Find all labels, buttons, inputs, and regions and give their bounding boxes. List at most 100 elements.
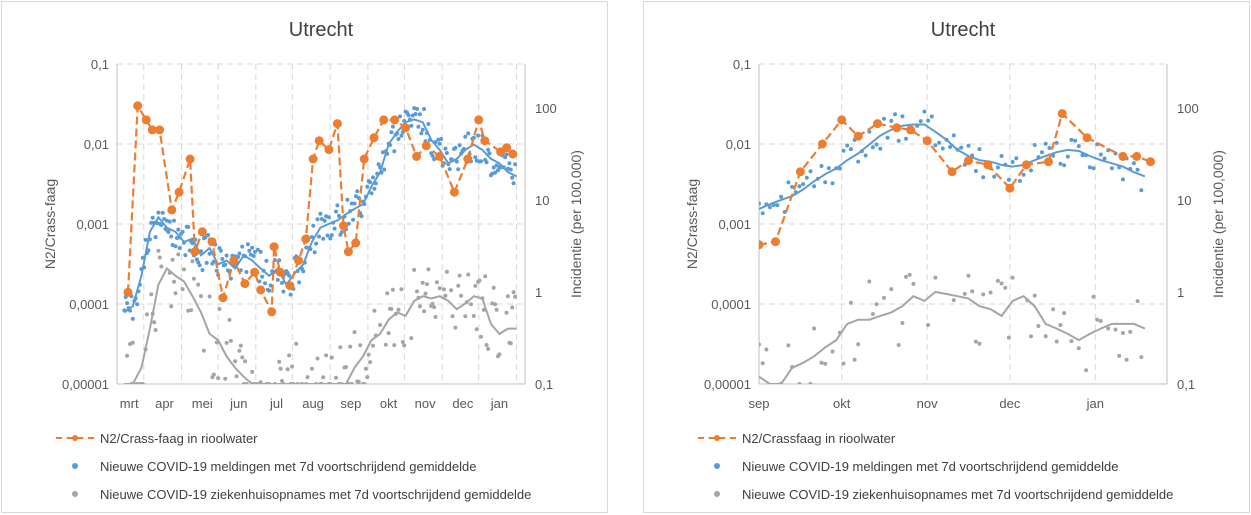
data-point (328, 236, 333, 241)
data-point (366, 352, 371, 357)
data-point (334, 375, 338, 380)
data-point (402, 343, 407, 348)
data-point (1139, 188, 1144, 193)
data-point (324, 353, 329, 358)
data-point (874, 142, 879, 147)
series-1 (759, 109, 1146, 216)
data-point (218, 293, 228, 303)
data-point (841, 148, 846, 153)
data-point (463, 154, 473, 164)
data-point (443, 146, 448, 151)
data-point (1006, 335, 1011, 340)
data-point (983, 160, 993, 170)
data-point (153, 328, 158, 332)
data-point (250, 369, 255, 374)
data-point (125, 353, 130, 358)
data-point (390, 287, 395, 292)
legend-item-meldingen: Nieuwe COVID-19 meldingen met 7d voortsc… (698, 456, 1118, 476)
data-point (904, 136, 908, 141)
series-2 (759, 272, 1146, 384)
data-point (253, 249, 257, 254)
data-point (779, 194, 784, 199)
data-point (176, 252, 181, 257)
data-point (140, 382, 145, 384)
data-point (926, 323, 931, 327)
data-point (173, 291, 178, 296)
data-point (466, 131, 471, 136)
data-point (379, 115, 389, 125)
data-point (401, 123, 411, 133)
legend-label: N2/Crassfaag in rioolwater (742, 430, 896, 446)
data-point (267, 307, 277, 317)
data-point (1036, 324, 1041, 328)
data-point (223, 262, 228, 267)
legend-item-rioolwater: N2/Crassfaag in rioolwater (698, 428, 895, 448)
data-point (491, 165, 496, 170)
data-point (203, 235, 208, 240)
data-point (420, 127, 425, 132)
data-point (400, 340, 405, 344)
data-point (417, 112, 422, 117)
y-tick-label: 0,001 (76, 217, 109, 232)
data-point (421, 141, 431, 151)
data-point (900, 114, 905, 119)
data-point (1146, 157, 1155, 167)
data-point (173, 244, 178, 249)
data-point (995, 165, 1000, 170)
data-point (1098, 152, 1103, 157)
series-0 (759, 109, 1155, 250)
data-point (372, 186, 377, 191)
data-point (183, 253, 188, 258)
data-point (1010, 160, 1015, 164)
data-point (819, 360, 824, 365)
data-point (768, 205, 772, 210)
data-point (425, 282, 429, 287)
data-point (237, 348, 242, 353)
data-point (170, 257, 175, 262)
x-tick-label: apr (155, 396, 174, 411)
data-point (250, 267, 260, 277)
data-point (977, 147, 982, 152)
data-point (399, 287, 404, 292)
data-point (786, 180, 791, 185)
data-point (1084, 368, 1089, 373)
data-point (870, 145, 875, 150)
data-point (795, 167, 805, 177)
data-point (301, 234, 311, 244)
data-point (474, 115, 484, 125)
data-point (853, 131, 863, 141)
data-point (275, 277, 280, 282)
data-point (1139, 355, 1144, 360)
data-point (207, 251, 212, 256)
x-tick-label: sep (340, 396, 361, 411)
data-point (169, 234, 174, 239)
data-point (759, 201, 761, 206)
y2-tick-label: 100 (535, 101, 557, 116)
data-point (334, 209, 338, 214)
data-point (223, 376, 228, 381)
data-point (290, 364, 294, 369)
data-point (995, 278, 1000, 283)
y2-axis-title: Incidentie (per 100,000) (568, 150, 584, 298)
data-point (339, 221, 348, 231)
y2-tick-label: 1 (535, 285, 542, 300)
data-point (1069, 137, 1074, 142)
data-point (504, 310, 509, 315)
data-point (870, 312, 875, 316)
data-point (973, 169, 978, 173)
data-point (511, 290, 516, 295)
data-point (159, 264, 164, 269)
data-point (244, 270, 249, 274)
data-point (389, 130, 394, 135)
data-point (224, 253, 229, 258)
data-point (947, 167, 957, 177)
legend-swatch-blue-dot (698, 456, 736, 476)
data-point (449, 187, 459, 197)
data-point (190, 247, 200, 257)
data-point (406, 113, 411, 118)
data-point (280, 280, 284, 285)
data-point (491, 285, 496, 290)
data-point (256, 285, 266, 295)
data-point (309, 235, 314, 240)
data-point (1062, 163, 1067, 168)
